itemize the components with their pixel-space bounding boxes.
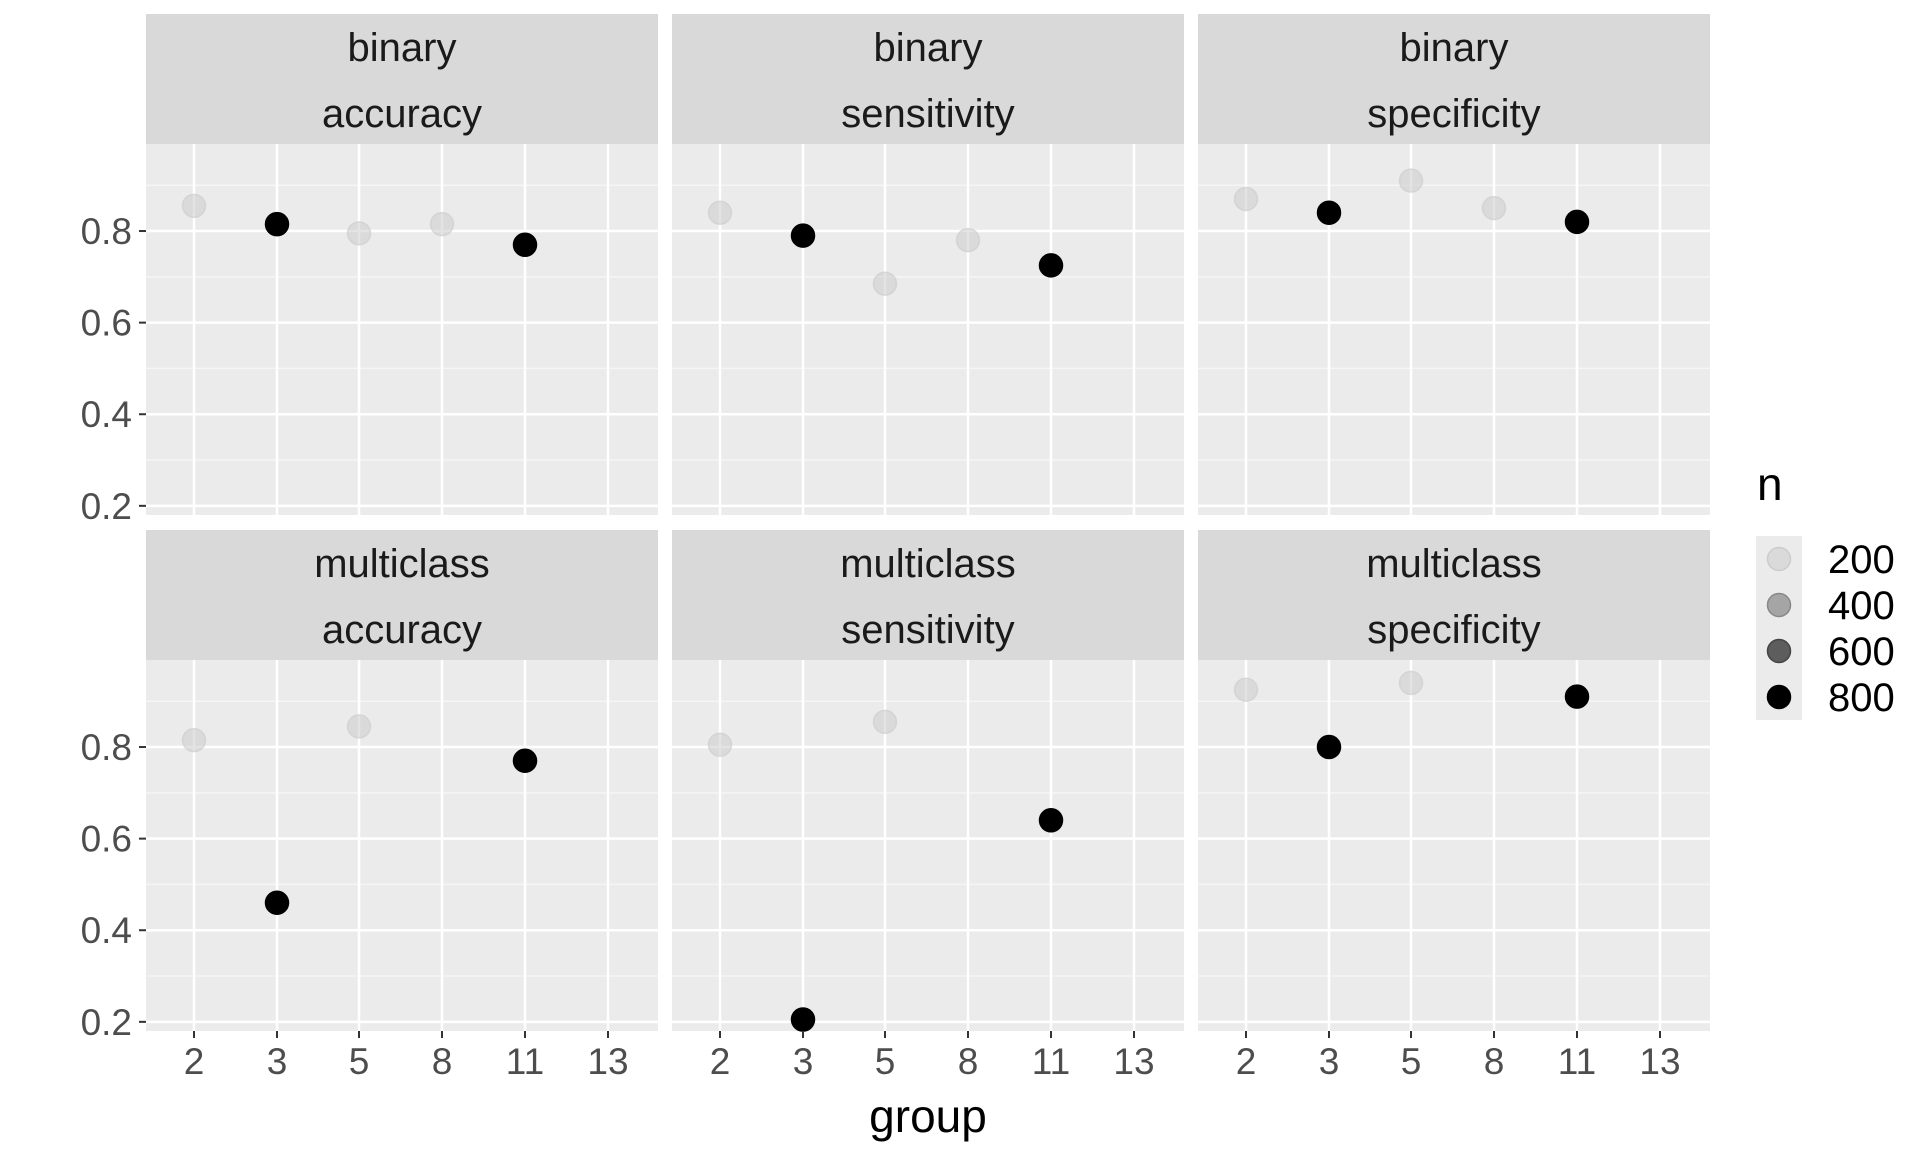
y-tick-label: 0.8 (81, 211, 132, 252)
data-point (346, 714, 372, 739)
x-axis-title: group (869, 1090, 987, 1142)
strip-background (1198, 14, 1710, 144)
data-point (1038, 253, 1064, 278)
strip-label-col: accuracy (322, 608, 482, 652)
x-tick-label: 2 (184, 1041, 205, 1082)
y-tick-label: 0.6 (81, 819, 132, 860)
data-point (512, 748, 538, 774)
strip-label-row: multiclass (314, 542, 490, 586)
data-point (1564, 684, 1590, 709)
strip-background (672, 530, 1184, 660)
facet-panel-multiclass-sensitivity: multiclass sensitivity (672, 530, 1184, 1032)
x-tick-label: 5 (875, 1041, 896, 1082)
x-tick-label: 3 (267, 1041, 288, 1082)
strip-label-row: multiclass (840, 542, 1016, 586)
legend-label: 800 (1828, 676, 1895, 720)
data-point (707, 732, 733, 757)
x-tick-label: 13 (1113, 1041, 1154, 1082)
x-tick-label: 2 (1236, 1041, 1257, 1082)
data-point (1564, 209, 1590, 235)
data-point (264, 211, 290, 237)
strip-label-row: binary (1400, 26, 1509, 70)
x-tick-label: 2 (710, 1041, 731, 1082)
data-point (181, 727, 207, 753)
y-tick-label: 0.2 (81, 1002, 132, 1043)
strip-label-col: sensitivity (841, 92, 1014, 136)
y-tick-label: 0.8 (81, 727, 132, 768)
strip-label-col: specificity (1367, 92, 1540, 136)
data-point (872, 271, 898, 296)
data-point (346, 221, 372, 246)
panel-background (672, 144, 1184, 515)
x-tick-label: 3 (793, 1041, 814, 1082)
strip-background (1198, 530, 1710, 660)
data-point (1233, 186, 1259, 212)
facet-panel-binary-specificity: binary specificity (1198, 14, 1710, 515)
data-point (707, 200, 733, 225)
legend-key-point (1766, 638, 1792, 664)
facet-panel-binary-accuracy: binary accuracy (146, 14, 658, 515)
strip-label-col: accuracy (322, 92, 482, 136)
x-tick-label: 8 (958, 1041, 979, 1082)
facet-panel-binary-sensitivity: binary sensitivity (672, 14, 1184, 515)
data-point (264, 890, 290, 916)
panel-background (1198, 660, 1710, 1031)
strip-label-col: sensitivity (841, 608, 1014, 652)
legend-label: 200 (1828, 538, 1895, 582)
strip-label-row: multiclass (1366, 542, 1542, 586)
panel-background (146, 660, 658, 1031)
data-point (1316, 734, 1342, 760)
x-tick-label: 11 (1558, 1041, 1596, 1082)
data-point (790, 223, 816, 248)
legend-label: 600 (1828, 630, 1895, 674)
data-point (181, 193, 207, 219)
data-point (872, 709, 898, 735)
x-tick-label: 5 (1401, 1041, 1422, 1082)
strip-background (672, 14, 1184, 144)
data-point (955, 227, 981, 253)
legend-title: n (1757, 458, 1783, 510)
y-tick-label: 0.6 (81, 303, 132, 344)
data-point (1316, 200, 1342, 225)
y-tick-label: 0.4 (81, 910, 132, 951)
panel-background (672, 660, 1184, 1031)
strip-label-row: binary (874, 26, 983, 70)
data-point (1038, 808, 1064, 833)
x-tick-label: 13 (1639, 1041, 1680, 1082)
y-tick-label: 0.2 (81, 486, 132, 527)
legend-key-point (1766, 546, 1792, 572)
x-tick-label: 3 (1319, 1041, 1340, 1082)
legend-label: 400 (1828, 584, 1895, 628)
x-tick-label: 13 (587, 1041, 628, 1082)
strip-label-row: binary (348, 26, 457, 70)
x-tick-label: 11 (1032, 1041, 1070, 1082)
data-point (1398, 168, 1424, 193)
panel-background (146, 144, 658, 515)
strip-background (146, 530, 658, 660)
x-tick-label: 8 (1484, 1041, 1505, 1082)
x-tick-label: 8 (432, 1041, 453, 1082)
x-tick-label: 11 (506, 1041, 544, 1082)
panel-background (1198, 144, 1710, 515)
legend-key-point (1766, 684, 1792, 710)
data-point (429, 211, 455, 237)
data-point (1398, 670, 1424, 696)
data-point (1481, 195, 1507, 221)
data-point (512, 232, 538, 258)
facet-panel-multiclass-specificity: multiclass specificity (1198, 530, 1710, 1031)
y-tick-label: 0.4 (81, 394, 132, 435)
x-tick-label: 5 (349, 1041, 370, 1082)
data-point (1233, 677, 1259, 703)
facet-panel-multiclass-accuracy: multiclass accuracy (146, 530, 658, 1031)
strip-label-col: specificity (1367, 608, 1540, 652)
strip-background (146, 14, 658, 144)
data-point (790, 1007, 816, 1032)
legend-key-point (1766, 592, 1792, 618)
